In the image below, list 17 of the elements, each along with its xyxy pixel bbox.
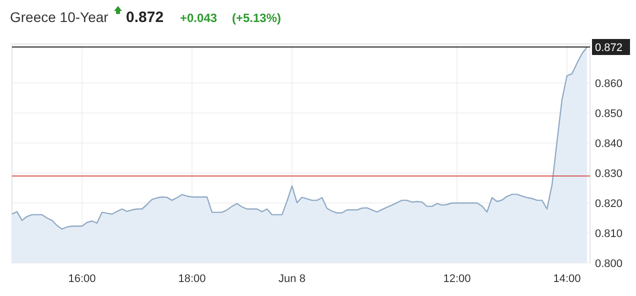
x-tick-label: 12:00 <box>443 273 471 285</box>
y-tick-label: 0.830 <box>595 168 623 180</box>
text: +0.043 <box>180 11 218 25</box>
chart-title: Greece 10-Year <box>10 9 109 25</box>
y-tick-label: 0.860 <box>595 78 623 90</box>
y-tick-label: 0.850 <box>595 108 623 120</box>
y-tick-label: 0.800 <box>595 258 623 270</box>
x-tick-label: Jun 8 <box>278 273 306 285</box>
x-tick-label: 16:00 <box>68 273 96 285</box>
x-tick-label: 18:00 <box>178 273 206 285</box>
y-tick-label: 0.820 <box>595 198 623 210</box>
text: (+5.13%) <box>232 11 282 25</box>
x-tick-label: 14:00 <box>553 273 581 285</box>
y-tick-label: 0.810 <box>595 228 623 240</box>
text: 0.872 <box>126 9 164 26</box>
y-tick-label: 0.840 <box>595 138 623 150</box>
ref-line-label: 0.872 <box>595 42 623 54</box>
